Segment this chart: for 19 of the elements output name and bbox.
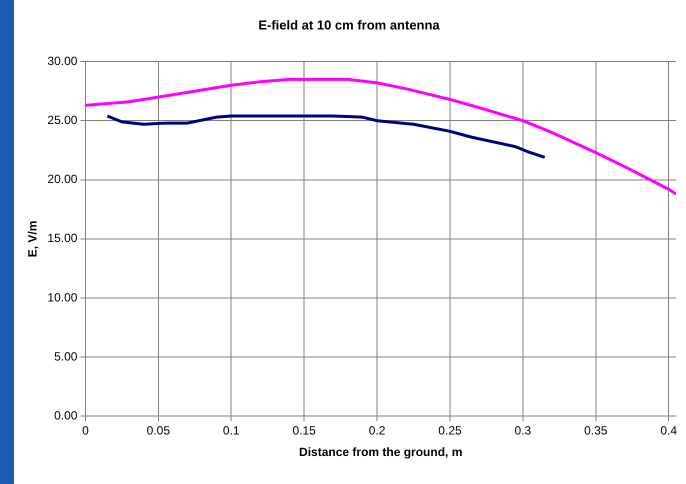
x-tick-label: 0.15 (292, 424, 316, 438)
y-tick-label: 15.00 (47, 231, 78, 246)
x-tick-label: 0.4 (660, 424, 678, 438)
y-tick-label: 10.00 (47, 290, 78, 304)
x-tick-label: 0.3 (514, 424, 532, 438)
y-axis-title: E, V/m (26, 220, 40, 258)
y-tick-label: 0.00 (54, 408, 78, 423)
x-tick-label: 0.05 (146, 424, 170, 438)
y-tick-label: 20.00 (47, 172, 78, 186)
y-tick-label: 25.00 (47, 113, 78, 128)
x-tick-label: 0.25 (438, 424, 462, 438)
x-tick-label: 0 (82, 424, 90, 438)
y-tick-label: 30.00 (47, 54, 78, 68)
y-tick-label: 5.00 (54, 349, 78, 364)
chart-title: E-field at 10 cm from antenna (258, 17, 440, 32)
x-tick-label: 0.35 (584, 424, 608, 438)
x-tick-label: 0.2 (368, 424, 386, 438)
x-tick-label: 0.1 (222, 424, 240, 438)
x-axis-title: Distance from the ground, m (299, 445, 462, 460)
